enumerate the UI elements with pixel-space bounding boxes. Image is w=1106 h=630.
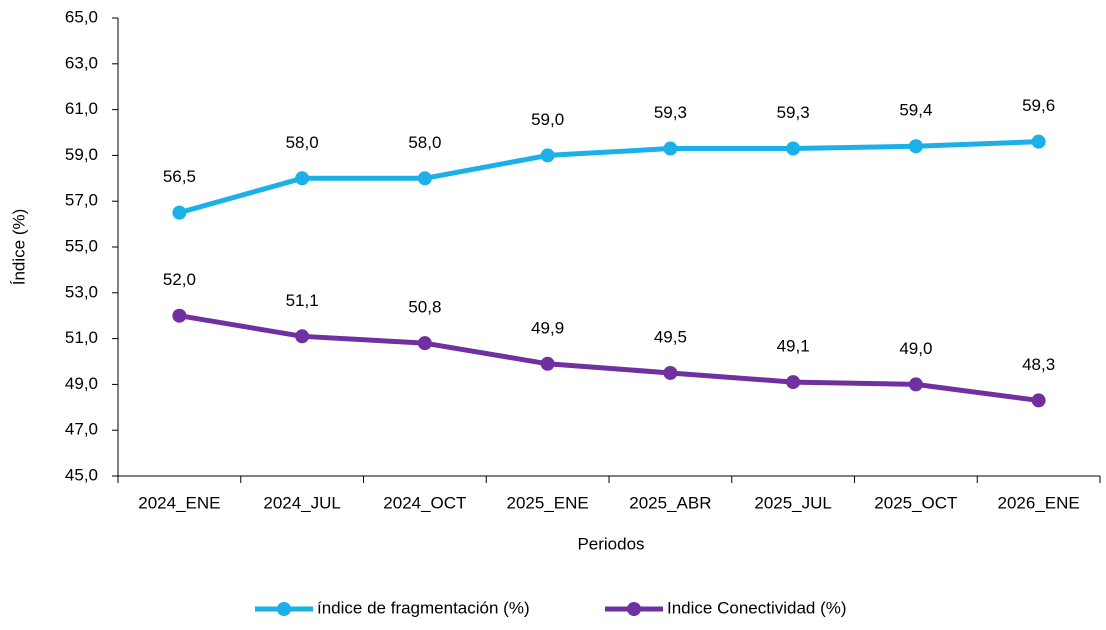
data-label: 59,0: [531, 110, 564, 129]
data-point: [1031, 134, 1046, 149]
y-tick-label: 63,0: [65, 53, 98, 72]
data-label: 48,3: [1022, 355, 1055, 374]
x-tick-label: 2025_JUL: [754, 493, 832, 512]
y-tick-label: 51,0: [65, 328, 98, 347]
data-point: [417, 336, 432, 351]
data-label: 58,0: [286, 133, 319, 152]
x-tick-label: 2026_ENE: [998, 493, 1080, 512]
x-tick-label: 2024_ENE: [138, 493, 220, 512]
x-tick-label: 2025_ABR: [629, 493, 711, 512]
data-label: 51,1: [286, 291, 319, 310]
data-point: [908, 139, 923, 154]
legend-label: índice de fragmentación (%): [317, 598, 530, 617]
y-tick-label: 49,0: [65, 374, 98, 393]
data-point: [663, 365, 678, 380]
legend-marker: [627, 602, 641, 616]
x-tick-label: 2025_ENE: [507, 493, 589, 512]
data-point: [417, 171, 432, 186]
data-label: 49,1: [777, 337, 810, 356]
y-axis-title: Índice (%): [9, 209, 28, 286]
data-point: [172, 205, 187, 220]
y-tick-label: 55,0: [65, 236, 98, 255]
data-point: [540, 356, 555, 371]
y-tick-label: 61,0: [65, 99, 98, 118]
data-point: [786, 141, 801, 156]
y-tick-label: 65,0: [65, 7, 98, 26]
data-label: 49,5: [654, 327, 687, 346]
y-tick-label: 45,0: [65, 465, 98, 484]
data-point: [908, 377, 923, 392]
data-point: [540, 148, 555, 163]
data-label: 49,0: [899, 339, 932, 358]
data-label: 59,3: [777, 103, 810, 122]
data-point: [663, 141, 678, 156]
data-label: 50,8: [408, 298, 441, 317]
data-label: 49,9: [531, 318, 564, 337]
legend-label: Indice Conectividad (%): [667, 598, 847, 617]
series-line: [178, 313, 1039, 403]
data-point: [295, 171, 310, 186]
series-line: [178, 139, 1039, 216]
data-label: 58,0: [408, 133, 441, 152]
data-label: 56,5: [163, 167, 196, 186]
x-tick-label: 2024_JUL: [263, 493, 341, 512]
y-tick-label: 59,0: [65, 145, 98, 164]
data-point: [295, 329, 310, 344]
x-tick-label: 2024_OCT: [383, 493, 466, 512]
x-axis-title: Periodos: [577, 534, 644, 553]
x-tick-label: 2025_OCT: [874, 493, 957, 512]
data-point: [172, 308, 187, 323]
y-tick-label: 53,0: [65, 282, 98, 301]
y-tick-label: 57,0: [65, 191, 98, 210]
y-tick-label: 47,0: [65, 420, 98, 439]
data-label: 59,4: [899, 101, 932, 120]
data-label: 59,3: [654, 103, 687, 122]
legend-marker: [277, 602, 291, 616]
data-point: [1031, 393, 1046, 408]
data-label: 59,6: [1022, 96, 1055, 115]
data-point: [786, 375, 801, 390]
data-label: 52,0: [163, 270, 196, 289]
